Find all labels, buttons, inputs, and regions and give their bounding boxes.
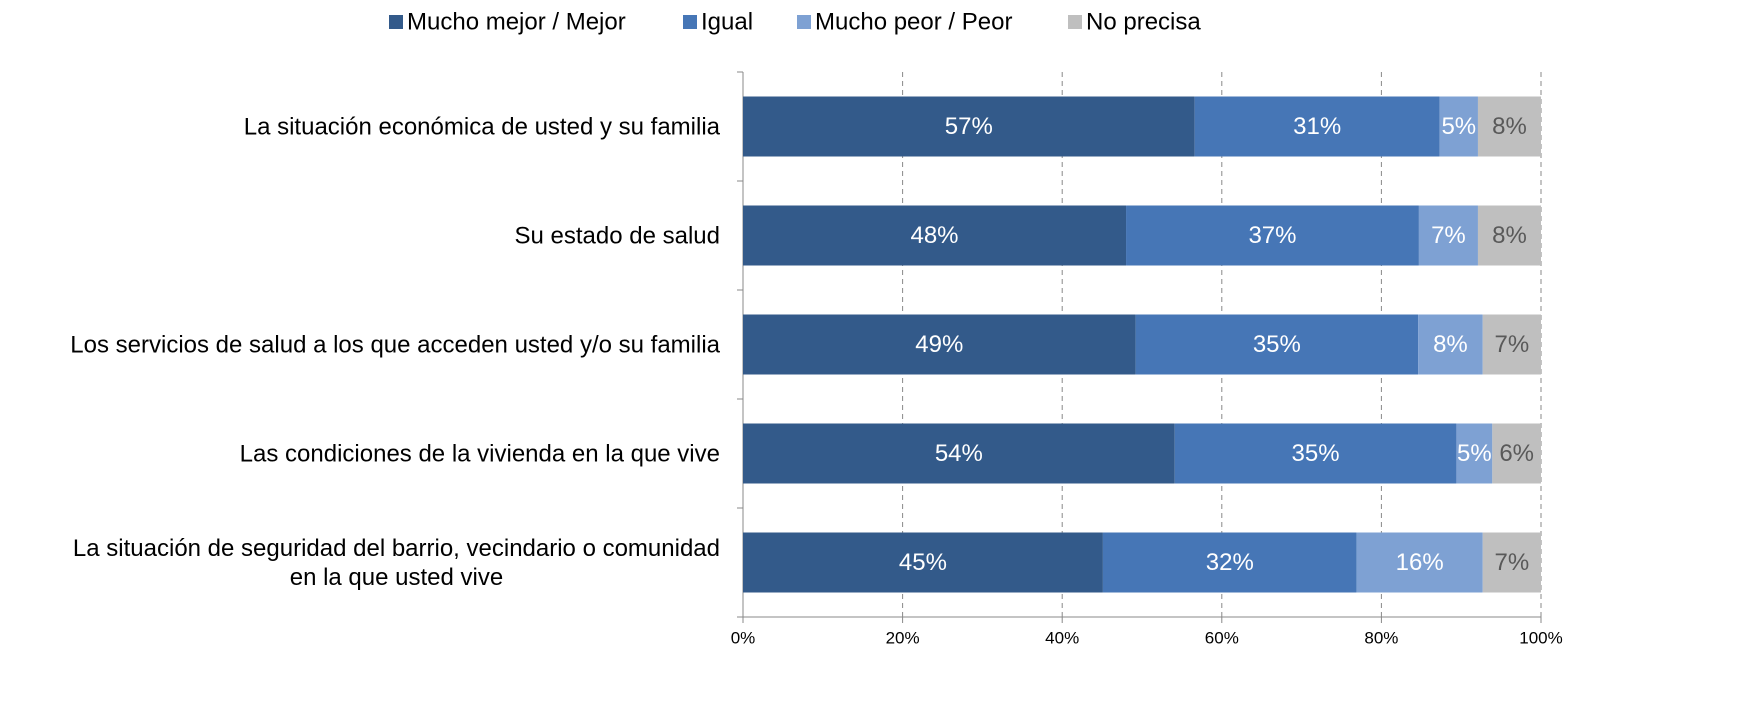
legend-label: Mucho peor / Peor: [815, 8, 1012, 35]
data-label: 57%: [945, 113, 993, 140]
bar-segment: [743, 423, 1175, 484]
bar-segment: [743, 205, 1127, 266]
legend-swatch: [389, 15, 403, 29]
data-label: 8%: [1492, 113, 1527, 140]
data-label: 16%: [1396, 549, 1444, 576]
legend-label: No precisa: [1086, 8, 1201, 35]
data-label: 7%: [1495, 549, 1530, 576]
y-tick-label: La situación económica de usted y su fam…: [243, 113, 720, 140]
y-tick-label: Su estado de salud: [514, 222, 721, 249]
legend-swatch: [1068, 15, 1082, 29]
bar-segment: [1477, 205, 1541, 266]
bar-segment: [1418, 205, 1478, 266]
data-label: 5%: [1441, 113, 1476, 140]
bar-segment: [1477, 96, 1541, 157]
bar-segment: [1194, 96, 1440, 157]
y-tick-label: Los servicios de salud a los que acceden…: [70, 331, 720, 358]
bar-segment: [1102, 532, 1357, 593]
bar-segment: [1482, 532, 1541, 593]
bar-segment: [743, 96, 1195, 157]
data-label: 35%: [1253, 331, 1301, 358]
bar-segment: [1174, 423, 1457, 484]
bar-segment: [1126, 205, 1419, 266]
bar-segment: [1439, 96, 1478, 157]
x-tick-label: 60%: [1205, 628, 1239, 647]
legend-swatch: [683, 15, 697, 29]
bar-segment: [743, 532, 1103, 593]
data-label: 8%: [1433, 331, 1468, 358]
legend-swatch: [797, 15, 811, 29]
x-tick-label: 0%: [731, 628, 756, 647]
data-label: 54%: [935, 440, 983, 467]
x-tick-label: 20%: [886, 628, 920, 647]
bar-segment: [1492, 423, 1541, 484]
bar-segment: [1456, 423, 1493, 484]
y-tick-label: Las condiciones de la vivienda en la que…: [239, 440, 720, 467]
x-tick-label: 100%: [1519, 628, 1562, 647]
bar-segment: [1418, 314, 1483, 375]
y-tick-label: La situación de seguridad del barrio, ve…: [72, 534, 720, 591]
data-label: 49%: [915, 331, 963, 358]
data-label: 8%: [1492, 222, 1527, 249]
data-label: 31%: [1293, 113, 1341, 140]
legend-label: Mucho mejor / Mejor: [407, 8, 626, 35]
data-label: 5%: [1457, 440, 1492, 467]
bar-segment: [1135, 314, 1419, 375]
data-label: 7%: [1495, 331, 1530, 358]
bar-segment: [743, 314, 1136, 375]
data-label: 7%: [1431, 222, 1466, 249]
data-label: 35%: [1292, 440, 1340, 467]
legend-label: Igual: [701, 8, 753, 35]
x-tick-label: 40%: [1045, 628, 1079, 647]
bar-segment: [1356, 532, 1483, 593]
x-tick-label: 80%: [1364, 628, 1398, 647]
bar-segment: [1482, 314, 1541, 375]
data-label: 32%: [1206, 549, 1254, 576]
data-label: 48%: [910, 222, 958, 249]
data-label: 45%: [899, 549, 947, 576]
data-label: 37%: [1248, 222, 1296, 249]
data-label: 6%: [1499, 440, 1534, 467]
